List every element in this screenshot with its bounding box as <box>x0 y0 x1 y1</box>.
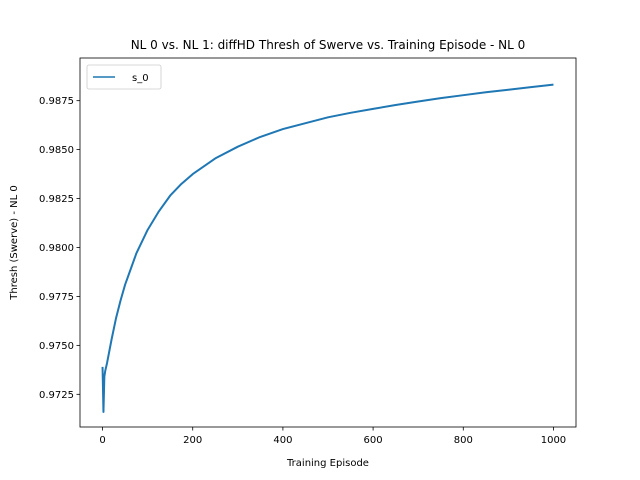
y-tick-label: 0.9825 <box>39 194 74 205</box>
legend-label-s_0: s_0 <box>132 73 149 84</box>
y-tick-label: 0.9725 <box>39 390 74 401</box>
y-tick-label: 0.9800 <box>39 243 74 254</box>
legend-box <box>86 64 162 90</box>
legend: s_0 <box>86 64 162 90</box>
x-tick-label: 0 <box>99 435 105 446</box>
series-line-s_0 <box>101 83 554 413</box>
x-tick-label: 600 <box>364 435 383 446</box>
ticks-layer: 0 200 400 600 800 1000 0.9725 0.9750 0.9775 0.980… <box>39 96 566 446</box>
y-tick-label: 0.9875 <box>39 96 74 107</box>
x-tick-label: 1000 <box>541 435 566 446</box>
y-axis-label: Thresh (Swerve) - NL 0 <box>9 185 20 300</box>
x-tick-label: 400 <box>273 435 292 446</box>
x-tick-label: 200 <box>183 435 202 446</box>
y-tick-label: 0.9850 <box>39 145 74 156</box>
x-tick-label: 800 <box>454 435 473 446</box>
plot-layer <box>101 83 554 413</box>
axes-frame <box>79 57 577 428</box>
chart-title: NL 0 vs. NL 1: diffHD Thresh of Swerve v… <box>131 38 526 52</box>
y-tick-label: 0.9750 <box>39 341 74 352</box>
x-axis-label: Training Episode <box>286 458 369 469</box>
y-tick-label: 0.9775 <box>39 292 74 303</box>
